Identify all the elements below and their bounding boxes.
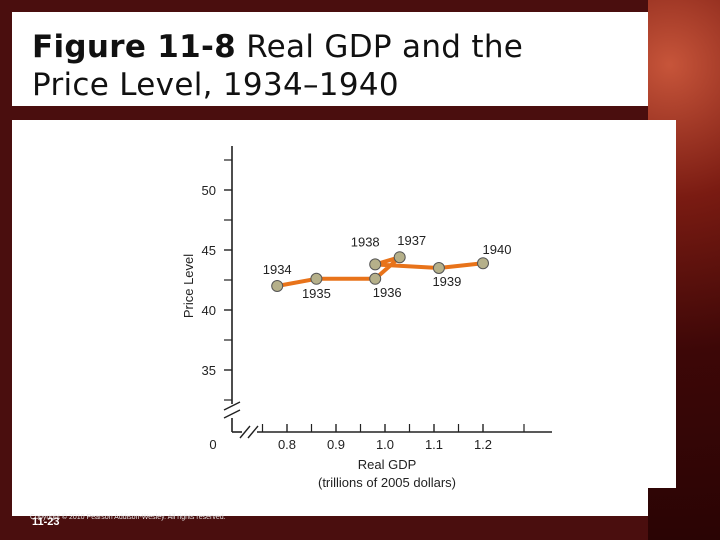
y-axis-title: Price Level [181,254,196,318]
data-point [271,280,284,292]
data-point [477,257,489,270]
x-tick-label: 0.9 [327,437,345,452]
y-tick-label: 45 [202,243,216,258]
data-label: 1938 [351,234,380,249]
x-axis-subtitle: (trillions of 2005 dollars) [318,475,456,490]
data-label: 1940 [483,242,512,257]
data-label: 1936 [373,285,402,300]
data-label: 1935 [302,286,331,301]
y-tick-label: 35 [202,363,216,378]
y-tick-label: 50 [202,183,216,198]
figure-label: Figure 11-8 [32,29,237,65]
origin-label: 0 [209,437,216,452]
chart-panel-edge [648,120,676,488]
x-tick-label: 0.8 [278,437,296,452]
x-axis-break-mark [239,425,259,439]
data-point [393,251,406,264]
data-label: 1939 [432,274,461,289]
y-axis-break-mark [223,401,241,419]
x-tick-label: 1.1 [425,437,443,452]
title-line-2: Price Level, 1934–1940 [32,67,399,103]
data-point [369,272,382,285]
title-line-1: Real GDP and the [246,29,524,65]
copyright-text: Copyright © 2010 Pearson Addison-Wesley.… [30,514,226,521]
chart-panel [12,120,648,516]
slide-number: 11-23 [32,516,60,528]
y-tick-label: 40 [202,303,216,318]
slide-title: Figure 11-8 Real GDP and the Price Level… [32,28,523,104]
title-panel: Figure 11-8 Real GDP and the Price Level… [12,12,648,106]
data-label: 1937 [397,233,426,248]
x-axis-title: Real GDP [358,457,417,472]
x-tick-label: 1.0 [376,437,394,452]
data-point [432,262,445,274]
data-point [310,272,323,285]
data-point [369,258,382,271]
x-tick-label: 1.2 [474,437,492,452]
data-label: 1934 [263,262,292,277]
